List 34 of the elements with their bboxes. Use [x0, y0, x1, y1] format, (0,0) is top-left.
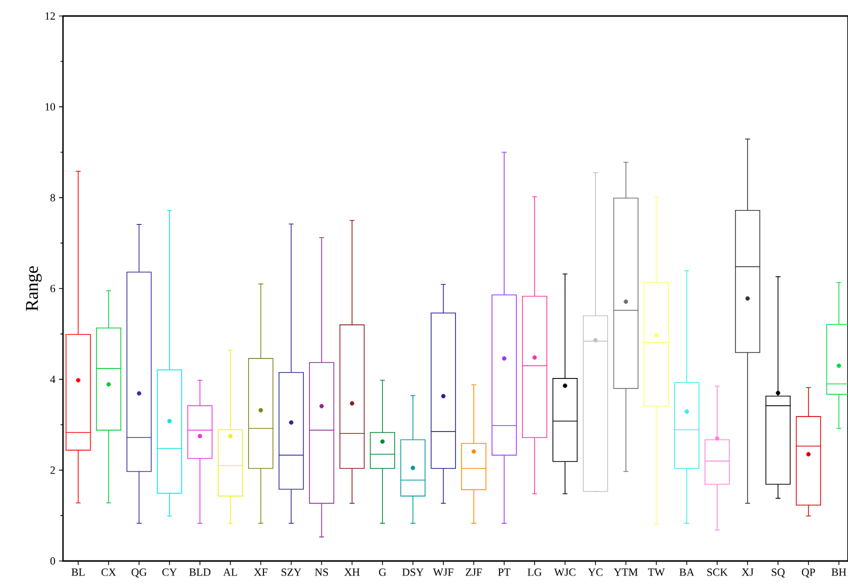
x-tick-label: WJC	[554, 568, 576, 576]
x-tick-label: XF	[254, 568, 268, 576]
x-tick-label: XH	[344, 568, 360, 576]
x-tick-label: ZJF	[466, 568, 482, 576]
x-tick-label: QP	[802, 568, 816, 578]
x-tick-label: BLD	[189, 568, 210, 576]
x-tick-label: YTM	[614, 568, 638, 576]
x-tick-label: CX	[101, 568, 116, 576]
y-tick-label: 0	[50, 557, 56, 565]
x-tick-label: BA	[679, 568, 694, 576]
x-tick-label: NS	[314, 568, 328, 576]
x-tick-label: CY	[162, 568, 177, 576]
x-tick-label: DSY	[402, 568, 424, 576]
x-tick-label: TW	[648, 568, 665, 576]
x-tick-label: YC	[588, 568, 602, 576]
y-tick-label: 2	[50, 466, 55, 474]
x-tick-label: SCK	[707, 568, 728, 576]
y-tick-label: 10	[45, 103, 56, 111]
x-tick-label: QG	[132, 568, 147, 578]
y-tick-label: 12	[45, 12, 55, 20]
y-tick-label: 4	[50, 376, 56, 383]
x-tick-label: WJF	[433, 568, 454, 576]
x-tick-label: SQ	[772, 568, 785, 578]
y-axis-title: Range	[26, 266, 42, 311]
x-tick-label: BH	[832, 568, 846, 576]
x-tick-label: G	[378, 568, 386, 576]
x-tick-label: SZY	[282, 568, 302, 576]
x-tick-label: AL	[223, 568, 237, 576]
y-tick-label: 8	[50, 194, 56, 202]
x-tick-label: BL	[72, 568, 85, 576]
y-tick-label: 6	[50, 284, 56, 292]
x-tick-label: LG	[528, 568, 542, 576]
x-tick-label: PT	[498, 568, 510, 576]
x-tick-label: XJ	[742, 568, 754, 576]
